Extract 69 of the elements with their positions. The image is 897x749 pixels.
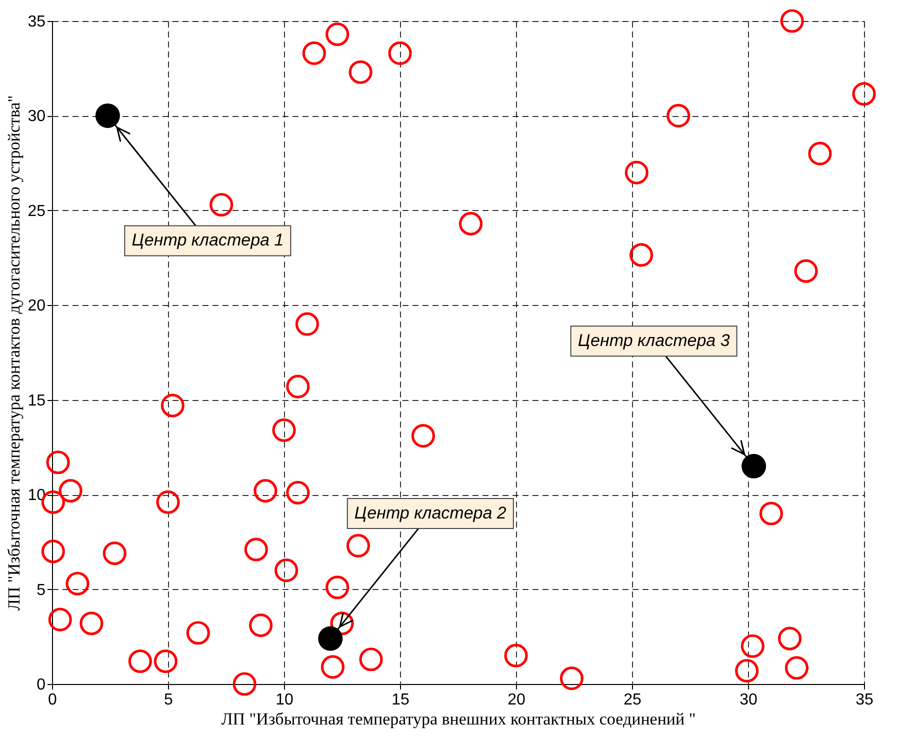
point	[58, 479, 82, 503]
point	[160, 394, 184, 418]
x-tick-label: 10	[276, 692, 294, 708]
point	[359, 648, 383, 672]
point	[320, 655, 345, 679]
point	[186, 621, 210, 645]
x-tick-label: 30	[740, 692, 758, 708]
y-tick-label: 15	[28, 392, 46, 410]
point	[210, 192, 234, 217]
point	[780, 9, 804, 33]
x-axis-title: ЛП "Избыточная температура внешних контактных соединений "	[221, 710, 696, 728]
point	[95, 103, 120, 128]
point	[778, 626, 802, 650]
y-tick-label: 5	[36, 582, 46, 599]
annotation: Центр кластера 3	[578, 331, 730, 350]
point	[388, 41, 412, 65]
point	[80, 612, 104, 636]
point	[286, 374, 310, 398]
point	[102, 542, 126, 566]
y-tick-label: 30	[28, 108, 46, 126]
point	[232, 672, 256, 696]
point	[624, 160, 648, 184]
point	[759, 502, 783, 526]
point	[458, 212, 483, 236]
y-tick-label: 25	[28, 202, 46, 220]
y-tick-label: 35	[28, 14, 46, 30]
point	[154, 650, 178, 674]
x-tick-label: 15	[392, 692, 410, 708]
point	[272, 418, 296, 442]
point	[346, 534, 370, 558]
point	[128, 650, 152, 674]
point	[808, 142, 832, 166]
point	[794, 259, 818, 283]
x-tick-label: 20	[508, 692, 526, 708]
y-tick-label: 0	[36, 676, 46, 694]
point	[318, 626, 343, 651]
point	[326, 576, 350, 600]
point	[286, 480, 310, 504]
point	[295, 312, 319, 336]
point	[156, 490, 180, 514]
point	[560, 666, 584, 690]
point	[326, 22, 350, 46]
point	[254, 479, 278, 503]
x-tick-label: 0	[48, 692, 58, 708]
annotation: Центр кластера 2	[354, 504, 507, 523]
point	[504, 644, 528, 668]
point	[274, 558, 298, 582]
y-tick-label: 20	[28, 298, 46, 315]
x-tick-label: 25	[624, 692, 642, 708]
point	[735, 658, 759, 683]
point	[302, 41, 326, 65]
point	[249, 614, 273, 638]
point	[784, 656, 809, 680]
point	[66, 572, 90, 596]
point	[46, 450, 70, 474]
point	[411, 424, 435, 448]
point	[742, 454, 766, 478]
x-tick-label: 35	[856, 692, 874, 708]
point	[41, 540, 65, 564]
point	[48, 608, 72, 632]
x-tick-label: 5	[164, 692, 174, 708]
point	[348, 60, 372, 84]
point	[666, 104, 690, 128]
point	[629, 243, 654, 267]
point	[852, 82, 876, 106]
point	[740, 634, 764, 658]
annotation: Центр кластера 1	[132, 230, 284, 250]
y-axis-title: ЛП "Избыточная температура контактов дугогасительного устройства"	[4, 95, 24, 611]
point	[244, 538, 268, 562]
